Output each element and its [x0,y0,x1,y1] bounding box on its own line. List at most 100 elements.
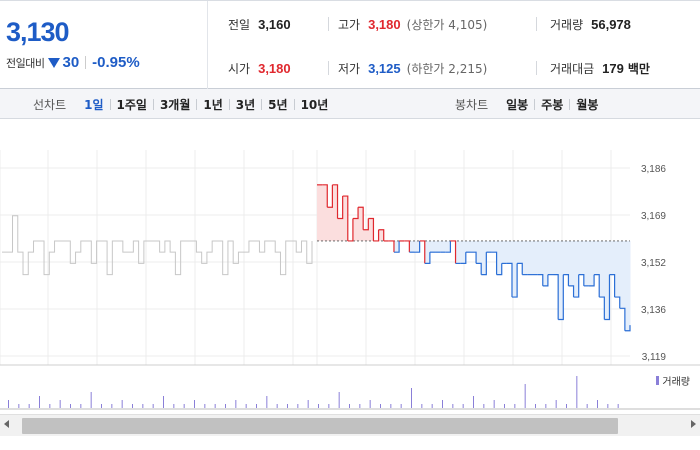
volume-bar [307,400,309,408]
high-price: 고가 3,180 (상한가 4,105) [338,14,487,34]
price-line-segment [358,206,364,230]
y-tick-label: 3,152 [641,258,666,269]
area-fill [594,240,600,275]
volume-bar [297,404,299,408]
amount-label: 거래대금 [550,61,595,76]
divider [569,98,571,110]
price-line-segment [511,263,518,298]
volume-bar [121,400,123,408]
scroll-right-icon[interactable] [691,420,696,428]
price-line-segment [388,240,395,253]
y-tick-label: 3,186 [641,164,666,175]
price-line-segment [393,240,400,253]
tab-1d[interactable]: 1일 [84,97,104,112]
area-fill [424,240,431,264]
volume-bar [18,404,20,408]
divider [109,98,111,110]
divider [328,17,329,31]
prev-close-label: 전일 [228,17,251,32]
volume-bar [514,404,516,408]
volume-bar [462,404,464,408]
area-fill [501,240,508,264]
area-fill [522,240,528,275]
price-line-segment [445,240,452,253]
divider [85,56,87,69]
volume-bar [442,400,443,408]
area-fill [604,240,610,320]
volume-bar [101,404,102,408]
area-fill [563,240,569,275]
tab-3m[interactable]: 3개월 [159,97,191,112]
volume-bar [535,404,536,408]
tab-weekly[interactable]: 주봉 [541,97,564,112]
divider [328,61,329,75]
tab-1y[interactable]: 1년 [203,97,223,112]
volume-label: 거래량 [550,17,584,32]
price-line-segment [414,240,421,253]
area-fill [609,240,616,275]
volume-bar [380,404,381,408]
area-fill [470,240,477,253]
volume-bar [493,400,495,408]
area-fill [578,240,585,275]
volume-bar [431,404,433,408]
area-fill [532,240,539,275]
volume-bar [349,404,350,408]
price-line-segment [568,285,575,298]
prev-close: 전일 3,160 [228,14,291,34]
volume-bar [214,404,216,408]
price-line-segment [404,240,410,253]
divider [228,98,230,110]
tab-1w[interactable]: 1주일 [116,97,147,112]
area-fill [588,240,595,286]
area-fill [553,240,559,275]
volume-bar [359,404,361,408]
volume-bar [545,404,547,408]
area-fill [619,240,626,309]
area-fill [317,184,323,241]
amount-unit: 백만 [627,61,650,76]
area-fill [542,240,549,286]
scroll-left-icon[interactable] [4,420,9,428]
amount-value: 179 [602,60,624,76]
price-line-segment [476,262,482,275]
volume-bar [576,376,578,408]
price-line-segment [542,274,549,287]
price-line-segment [624,325,631,332]
price-line-segment [491,251,498,275]
price-line-segment [506,262,513,298]
area-fill [511,240,518,298]
area-fill [332,184,339,241]
price-line-segment [563,274,570,286]
y-tick-label: 3,119 [642,352,667,363]
volume-bar [276,404,278,408]
area-fill [517,240,523,264]
current-price: 3,130 [6,17,70,47]
price-chart-svg: 3,186 3,169 3,152 3,136 3,119 [0,120,700,410]
area-fill [599,240,605,298]
volume-bar [90,392,92,408]
volume-bar [369,400,371,408]
horizontal-scrollbar[interactable] [0,414,700,436]
tab-3y[interactable]: 3년 [235,97,256,112]
price-line-segment [352,207,359,220]
volume-bar [183,404,185,408]
upper-limit: (상한가 4,105) [406,17,488,32]
volume-bar [421,404,423,408]
open-value: 3,180 [258,60,291,76]
scroll-thumb[interactable] [22,418,618,434]
volume-bar [225,404,226,408]
tab-5y[interactable]: 5년 [268,97,288,112]
tab-10y[interactable]: 10년 [300,97,329,112]
volume-bar [452,404,454,408]
low-price: 저가 3,125 (하한가 2,215) [338,58,487,78]
tab-daily[interactable]: 일봉 [506,97,529,112]
line-chart-title: 선차트 [33,97,67,112]
price-line-segment [609,274,616,298]
tab-monthly[interactable]: 월봉 [576,97,599,112]
volume-legend-label: 거래량 [662,377,690,388]
low-label: 저가 [338,61,361,76]
volume-bar [235,400,237,408]
price-line-segment [517,262,523,275]
price-line-segment [332,184,339,219]
